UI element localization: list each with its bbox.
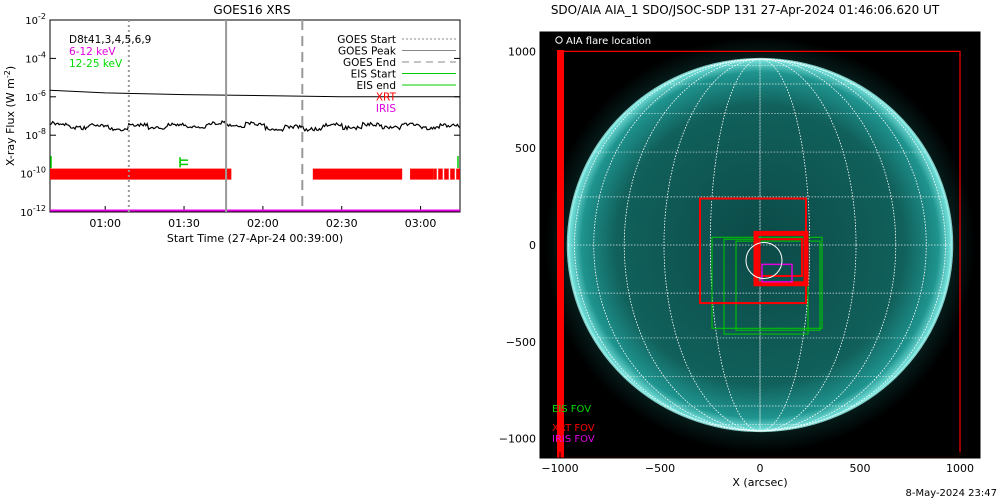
goes-x-tick-label: 02:00 <box>247 217 279 230</box>
goes-y-axis-title: X-ray Flux (W m-2) <box>3 66 17 166</box>
goes-y-tick-label: 10-12 <box>20 204 46 219</box>
goes-marks: 10-12 10-10 10-8 10-6 10-4 10-2 01:00 01:30 02:0… <box>20 12 463 230</box>
goes-legend-label: IRIS <box>376 103 396 115</box>
xrt-fov-box-thick <box>753 230 809 287</box>
flare-legend-label: AIA flare location <box>566 36 651 47</box>
aia-marks <box>544 36 976 458</box>
xrt-fov-left-edge <box>557 50 564 458</box>
goes-y-axis-label: X-ray Flux (W m-2) <box>3 66 17 166</box>
aia-x-tick-label: 1000 <box>946 462 974 475</box>
footer-date: 8-May-2024 23:47 <box>905 488 997 499</box>
xrt-gap <box>448 168 451 180</box>
goes-inset-line: 6-12 keV <box>69 46 116 58</box>
aia-x-tick-label: 500 <box>850 462 871 475</box>
goes-inset-line: 12-25 keV <box>69 58 123 70</box>
goes-y-tick-label: 10-4 <box>25 50 46 65</box>
goes-x-tick-label: 01:30 <box>168 217 200 230</box>
xrt-interval-bar <box>433 168 460 180</box>
grid-longitude <box>623 58 897 432</box>
xrt-gap <box>442 168 445 180</box>
xrt-gap <box>454 168 457 180</box>
flare-legend-marker <box>555 36 563 44</box>
goes-legend-label: GOES End <box>343 57 396 69</box>
goes-y-tick-label: 10-2 <box>25 12 46 27</box>
goes-legend-label: XRT <box>376 92 397 104</box>
series-long-channel <box>49 89 460 98</box>
xrt-gap <box>436 168 439 180</box>
goes-xrs-panel: GOES16 XRS 10-12 10-10 10-8 10-6 10-4 10-2 01:… <box>3 3 463 245</box>
goes-legend-label: GOES Start <box>337 34 396 46</box>
aia-axes: −1000 −500 0 500 1000 −1000 −500 0 500 1000 <box>499 45 974 475</box>
aia-x-tick-label: 0 <box>757 462 764 475</box>
grid-longitude <box>663 58 857 432</box>
xrt-interval-bar <box>410 168 434 180</box>
goes-legend-label: GOES Peak <box>338 46 397 58</box>
xrt-interval-bar <box>50 168 232 180</box>
fov-label: EIS FOV <box>552 404 591 415</box>
goes-x-tick-label: 02:30 <box>326 217 358 230</box>
series-short-channel <box>49 120 461 132</box>
iris-fov-box <box>761 263 793 283</box>
goes-x-tick-label: 03:00 <box>405 217 437 230</box>
eis-fov-box <box>735 240 821 331</box>
aia-y-tick-label: −500 <box>506 336 536 349</box>
goes-legend-label: EIS Start <box>351 69 396 81</box>
xrt-fov-box-inner <box>758 238 803 277</box>
flare-location-marker <box>745 241 783 279</box>
xrt-interval-bar <box>312 168 403 180</box>
goes-legend-label: EIS end <box>356 80 396 92</box>
aia-y-tick-label: 1000 <box>508 45 536 58</box>
goes-y-tick-label: 10-10 <box>20 166 46 181</box>
grid-longitude <box>574 58 946 432</box>
aia-panel-title: SDO/AIA AIA_1 SDO/JSOC-SDP 131 27-Apr-20… <box>551 3 940 17</box>
sun-grid <box>568 58 952 432</box>
goes-y-tick-label: 10-6 <box>25 89 46 104</box>
aia-x-tick-label: −500 <box>645 462 675 475</box>
aia-y-tick-label: 0 <box>529 239 536 252</box>
xrt-gap <box>460 168 463 180</box>
aia-y-tick-label: 500 <box>515 142 536 155</box>
goes-plot-frame <box>49 19 461 213</box>
aia-image-panel: SDO/AIA AIA_1 SDO/JSOC-SDP 131 27-Apr-20… <box>499 3 981 489</box>
aia-x-tick-label: −1000 <box>541 462 578 475</box>
aia-y-tick-label: −1000 <box>499 433 536 446</box>
fov-label: XRT FOV <box>552 423 595 434</box>
goes-inset-line: D8t41,3,4,5,6,9 <box>69 34 151 46</box>
goes-x-tick-label: 01:00 <box>89 217 121 230</box>
goes-panel-title: GOES16 XRS <box>213 3 290 17</box>
goes-x-axis-label: Start Time (27-Apr-24 00:39:00) <box>167 232 343 245</box>
goes-y-tick-label: 10-8 <box>25 127 46 142</box>
aia-x-axis-label: X (arcsec) <box>732 476 787 489</box>
eis-fov-box <box>711 236 823 329</box>
fov-label: IRIS FOV <box>552 434 595 445</box>
